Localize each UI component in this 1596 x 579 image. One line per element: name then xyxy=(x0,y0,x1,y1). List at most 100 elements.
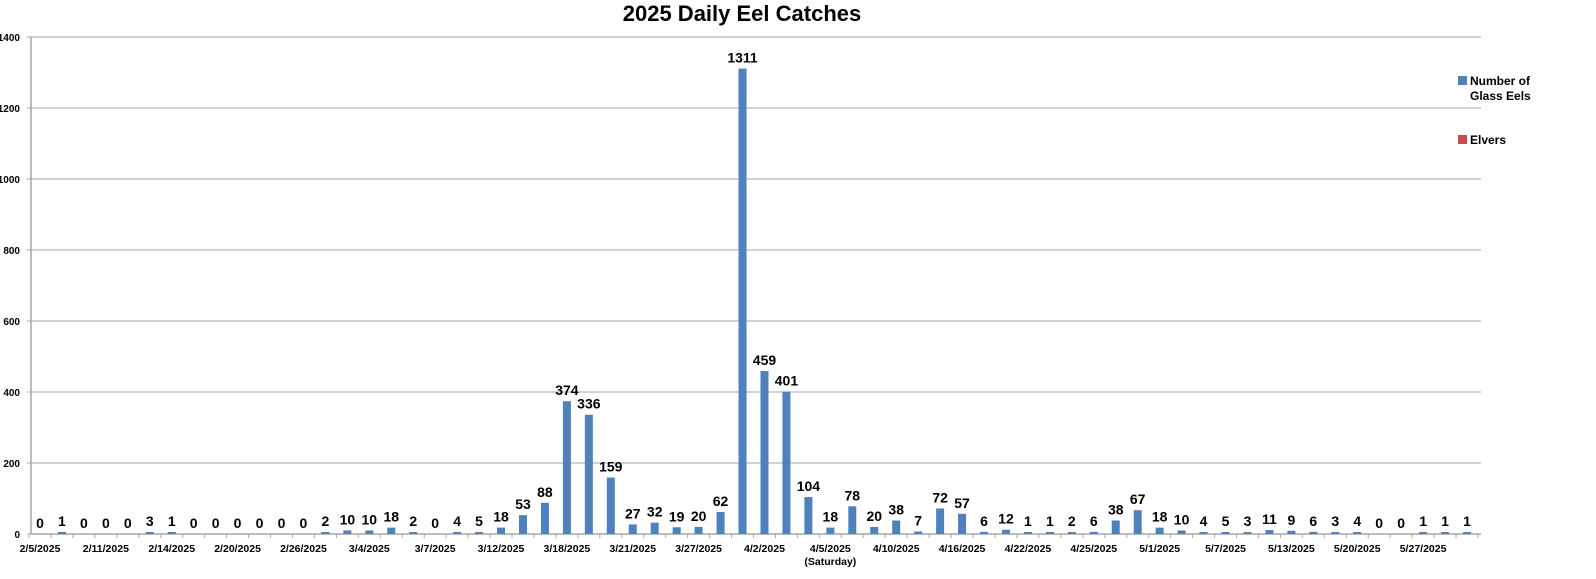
bar-value-label: 19 xyxy=(669,508,685,524)
bar xyxy=(167,532,176,534)
bar xyxy=(1463,532,1471,534)
x-tick-label: 4/25/2025 xyxy=(1070,543,1117,555)
bar-value-label: 12 xyxy=(998,511,1014,527)
bar xyxy=(958,513,967,534)
bar-value-label: 0 xyxy=(190,515,198,531)
x-tick-label: 5/7/2025 xyxy=(1205,543,1246,555)
bar-value-label: 374 xyxy=(555,382,579,398)
bar xyxy=(1001,529,1010,534)
bar xyxy=(892,520,901,534)
bar-value-label: 5 xyxy=(1222,513,1230,529)
x-tick-label: 2/11/2025 xyxy=(83,543,129,555)
bar-value-label: 11 xyxy=(1262,511,1277,527)
bar-value-label: 1 xyxy=(1463,513,1471,529)
bar xyxy=(980,531,989,534)
bar-value-label: 336 xyxy=(577,396,601,412)
bar xyxy=(409,532,418,534)
bar-value-label: 1 xyxy=(168,513,176,529)
bar-value-label: 2 xyxy=(409,513,417,529)
bar-value-label: 67 xyxy=(1130,491,1146,507)
bar-value-label: 1 xyxy=(1441,513,1449,529)
y-tick-label: 1400 xyxy=(0,33,20,44)
bar xyxy=(738,68,747,534)
bar-value-label: 0 xyxy=(1375,515,1383,531)
x-tick-label: 4/22/2025 xyxy=(1005,543,1052,555)
bar xyxy=(1331,532,1340,534)
y-tick-label: 1200 xyxy=(0,104,20,115)
bar xyxy=(1089,531,1098,534)
bar-value-label: 32 xyxy=(647,504,663,520)
legend-label: Number of Glass Eels xyxy=(1470,74,1531,103)
bar-value-label: 18 xyxy=(823,509,839,525)
x-tick-label: 5/27/2025 xyxy=(1400,543,1447,555)
bar xyxy=(343,530,352,534)
bar xyxy=(848,506,857,534)
bar-value-label: 0 xyxy=(102,515,110,531)
bar-value-label: 18 xyxy=(383,509,399,525)
x-tick-label: 4/10/2025 xyxy=(873,543,920,555)
bar-value-label: 0 xyxy=(300,515,308,531)
y-tick-label: 1000 xyxy=(0,175,20,186)
bar-value-label: 2 xyxy=(322,513,330,529)
bar xyxy=(1177,530,1186,534)
bar-value-label: 18 xyxy=(1152,509,1168,525)
legend-item-glass-eels: Number of Glass Eels xyxy=(1458,74,1596,104)
bar xyxy=(1243,532,1252,534)
bar-value-label: 6 xyxy=(1309,513,1317,529)
bar-value-label: 53 xyxy=(515,496,531,512)
x-tick-label: 4/5/2025 xyxy=(810,543,851,555)
bar xyxy=(782,391,791,534)
y-tick-label: 0 xyxy=(14,530,20,541)
bar xyxy=(870,526,879,534)
bar-value-label: 401 xyxy=(775,373,799,389)
bar-value-label: 3 xyxy=(1244,513,1252,529)
bar xyxy=(1353,532,1362,534)
bar xyxy=(1155,527,1164,534)
x-tick-label: 4/16/2025 xyxy=(939,543,986,555)
bar xyxy=(1265,530,1274,534)
bar-value-label: 62 xyxy=(713,493,729,509)
bar-value-label: 1311 xyxy=(727,50,758,66)
bar xyxy=(1309,531,1318,534)
bar-value-label: 104 xyxy=(797,478,821,494)
bar xyxy=(1111,520,1120,534)
bar-value-label: 0 xyxy=(234,515,242,531)
bar-value-label: 0 xyxy=(1397,515,1405,531)
bar xyxy=(694,526,703,534)
x-tick-label: 2/26/2025 xyxy=(280,543,327,555)
bar-value-label: 3 xyxy=(146,513,154,529)
bar xyxy=(1419,532,1428,534)
x-tick-label: 5/20/2025 xyxy=(1334,543,1381,555)
x-tick-label: 3/4/2025 xyxy=(349,543,390,555)
x-tick-label: 2/20/2025 xyxy=(214,543,261,555)
bar-value-label: 10 xyxy=(362,511,378,527)
bar xyxy=(650,522,659,534)
legend-swatch-blue-icon xyxy=(1458,76,1467,85)
bar-value-label: 2 xyxy=(1068,513,1076,529)
x-tick-sublabel: (Saturday) xyxy=(804,556,856,568)
bar xyxy=(387,527,396,534)
legend-swatch-red-icon xyxy=(1458,135,1467,144)
x-tick-label: 5/13/2025 xyxy=(1268,543,1315,555)
bar-value-label: 1 xyxy=(1419,513,1427,529)
bar-value-label: 7 xyxy=(914,513,922,529)
bar xyxy=(57,532,66,534)
bar xyxy=(321,532,330,534)
y-tick-label: 800 xyxy=(3,246,20,257)
x-tick-label: 3/27/2025 xyxy=(675,543,722,555)
bar-value-label: 38 xyxy=(1108,502,1124,518)
bar-value-label: 38 xyxy=(888,502,904,518)
bar-value-label: 6 xyxy=(980,513,988,529)
bar-value-label: 3 xyxy=(1331,513,1339,529)
bar xyxy=(453,532,462,534)
bar-value-label: 0 xyxy=(36,515,44,531)
bar xyxy=(1023,532,1032,534)
bar-value-label: 1 xyxy=(1024,513,1032,529)
legend-label: Elvers xyxy=(1470,133,1507,147)
bar-value-label: 20 xyxy=(866,508,882,524)
chart-title: 2025 Daily Eel Catches xyxy=(622,1,862,26)
bar-value-label: 72 xyxy=(932,489,948,505)
bar xyxy=(1441,532,1450,534)
bar-value-label: 78 xyxy=(845,487,861,503)
